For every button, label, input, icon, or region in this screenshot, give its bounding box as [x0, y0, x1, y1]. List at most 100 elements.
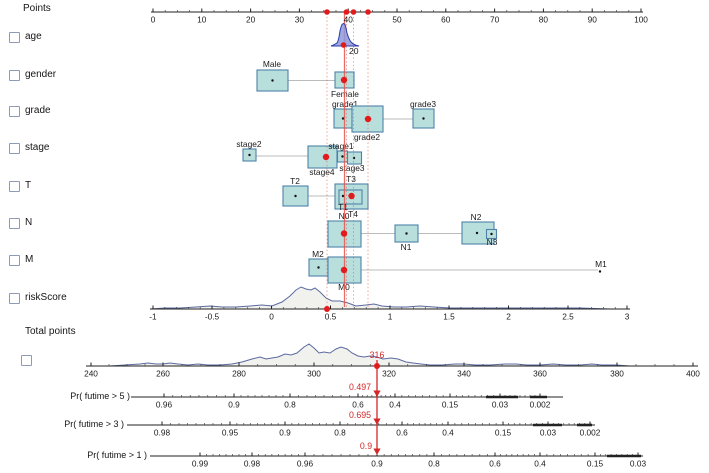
- sidebar-item-gender: gender: [25, 69, 57, 80]
- prob-axis-0-tick-label: 0.6: [352, 400, 364, 410]
- checkbox-M[interactable]: [9, 255, 20, 266]
- points-marker-dot: [324, 9, 330, 15]
- riskscore-axis-tick-label: 2.5: [562, 312, 574, 322]
- points-axis-tick-label: 40: [344, 15, 354, 25]
- M-M2-label: M2: [312, 249, 324, 259]
- T-T3-selected-dot: [348, 192, 355, 200]
- prob-axis-2-tick-label: 0.8: [428, 459, 440, 469]
- prob-axis-1-tick-label: 0.8: [334, 428, 346, 438]
- T-T3-label: T3: [346, 174, 356, 184]
- prob-axis-0-tick-label: 0.4: [389, 400, 401, 410]
- prob-axis-0-tick-label: 0.03: [492, 400, 509, 410]
- sidebar-item-N: N: [25, 217, 33, 228]
- age-selected-dot: [340, 42, 347, 48]
- total-points-axis-tick-label: 320: [382, 369, 396, 379]
- N-N0-selected-dot: [340, 230, 348, 237]
- prob-axis-0-tick-label: 0.96: [156, 400, 173, 410]
- points-marker-dot: [365, 9, 371, 15]
- checkbox-age[interactable]: [9, 32, 20, 43]
- riskscore-axis-tick-label: 1.5: [443, 312, 455, 322]
- total-points-axis-tick-label: 360: [533, 369, 547, 379]
- stage-stage4-selected-dot: [322, 153, 330, 161]
- points-marker-dot: [343, 9, 350, 15]
- riskscore-axis-tick-label: 0: [269, 312, 274, 322]
- sidebar-item-M: M: [25, 254, 34, 265]
- riskscore-axis-tick-label: -0.5: [205, 312, 220, 322]
- gender-Female-selected-dot: [340, 76, 348, 84]
- riskscore-axis-tick-label: 3: [625, 312, 630, 322]
- prob-axis-2-tick-label: 0.6: [489, 459, 501, 469]
- total-points-selected-dot: [374, 363, 380, 369]
- sidebar-item-T: T: [25, 180, 32, 191]
- N-N1-mean-dot: [405, 232, 408, 235]
- pr-futime-3-label: Pr( futime > 3 ): [64, 419, 124, 429]
- riskscore-axis-tick-label: 0.5: [325, 312, 337, 322]
- points-axis-tick-label: 0: [151, 15, 156, 25]
- total-points-axis-tick-label: 380: [610, 369, 624, 379]
- pr-futime-1-label: Pr( futime > 1 ): [87, 450, 147, 460]
- sidebar-item-stage: stage: [25, 142, 50, 153]
- grade-grade3-mean-dot: [422, 117, 425, 120]
- stage-stage2-label: stage2: [236, 139, 261, 149]
- sidebar-item-riskScore: riskScore: [25, 292, 67, 303]
- M-M0-selected-dot: [340, 266, 348, 274]
- total-points-title: Total points: [25, 326, 76, 337]
- points-axis-title: Points: [23, 3, 51, 14]
- N-N1-label: N1: [401, 242, 412, 252]
- M-M1-mean-dot: [598, 270, 602, 273]
- gender-Female-label: Female: [331, 89, 359, 99]
- points-axis-tick-label: 80: [539, 15, 549, 25]
- T-T1-mean-dot: [341, 194, 345, 198]
- points-marker-dot: [350, 9, 357, 15]
- prob-value-2: 0.9: [360, 441, 372, 451]
- grade-grade2-selected-dot: [364, 115, 372, 123]
- grade-grade3-label: grade3: [410, 99, 436, 109]
- prob-axis-0-tick-label: 0.15: [442, 400, 459, 410]
- age-density-violin: [330, 22, 360, 47]
- prob-axis-2-tick-label: 0.03: [630, 459, 647, 469]
- prob-axis-2-tick-label: 0.99: [192, 459, 209, 469]
- N-N3-label: N3: [487, 237, 498, 247]
- total-points-density: [91, 343, 693, 367]
- points-axis-tick-label: 60: [441, 15, 451, 25]
- prob-value-1: 0.695: [349, 410, 371, 420]
- points-axis-tick-label: 90: [588, 15, 598, 25]
- result-arrow: [373, 418, 381, 425]
- prob-axis-1-tick-label: 0.15: [495, 428, 512, 438]
- total-points-axis-tick-label: 240: [84, 369, 98, 379]
- total-points-axis-tick-label: 260: [156, 369, 170, 379]
- total-points-axis-tick-label: 400: [686, 369, 700, 379]
- checkbox-riskScore[interactable]: [9, 293, 20, 304]
- M-M2-mean-dot: [317, 266, 320, 269]
- prob-axis-0-tick-label: 0.9: [228, 400, 240, 410]
- stage-stage1-label: stage1: [328, 141, 353, 151]
- riskscore-selected-dot: [324, 306, 330, 312]
- stage-stage1-mean-dot: [341, 155, 344, 158]
- checkbox-stage[interactable]: [9, 143, 20, 154]
- checkbox-total-points[interactable]: [21, 355, 32, 366]
- prob-value-0: 0.497: [349, 382, 371, 392]
- points-axis-tick-label: 70: [490, 15, 500, 25]
- prob-axis-2-tick-label: 0.9: [371, 459, 383, 469]
- checkbox-T[interactable]: [9, 181, 20, 192]
- prob-axis-1-tick-label: 0.6: [396, 428, 408, 438]
- checkbox-N[interactable]: [9, 218, 20, 229]
- total-points-axis-tick-label: 340: [457, 369, 471, 379]
- sidebar-item-grade: grade: [25, 105, 51, 116]
- prob-axis-2-tick-label: 0.98: [244, 459, 261, 469]
- checkbox-gender[interactable]: [9, 70, 20, 81]
- N-N3-mean-dot: [490, 232, 493, 236]
- prob-axis-0-tick-label: 0.8: [284, 400, 296, 410]
- prob-axis-1-tick-label: 0.9: [279, 428, 291, 438]
- checkbox-grade[interactable]: [9, 106, 20, 117]
- points-axis-tick-label: 30: [295, 15, 305, 25]
- M-M1-label: M1: [595, 259, 607, 269]
- pr-futime-5-label: Pr( futime > 5 ): [70, 391, 130, 401]
- prob-axis-1-tick-label: 0.03: [540, 428, 557, 438]
- T-T2-mean-dot: [294, 194, 297, 198]
- points-axis-tick-label: 50: [392, 15, 402, 25]
- age-selected-value: 20: [349, 46, 359, 56]
- stage-stage2-mean-dot: [248, 153, 251, 157]
- prob-axis-1-tick-label: 0.4: [442, 428, 454, 438]
